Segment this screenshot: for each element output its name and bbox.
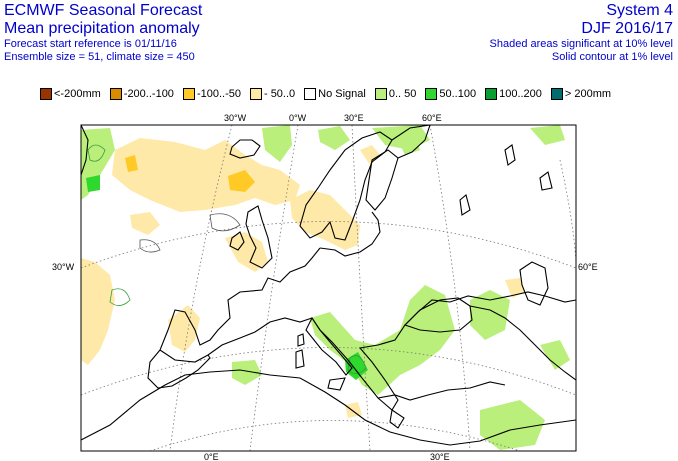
axis-labels: 30°W 0°W 30°E 60°E 30°W 60°E 0°E 30°E — [52, 113, 598, 461]
coastlines — [81, 125, 576, 446]
graticule-lines — [81, 125, 576, 451]
legend-item: -200..-100 — [109, 88, 174, 100]
lon-label-60e: 60°E — [422, 113, 442, 123]
legend-item: 100..200 — [485, 88, 542, 100]
header-left: ECMWF Seasonal Forecast Mean precipitati… — [4, 2, 202, 64]
legend-label: -200..-100 — [123, 88, 174, 100]
legend-label: No Signal — [318, 88, 366, 100]
color-legend: <-200mm -200..-100 -100..-50 - 50..0 No … — [40, 87, 620, 101]
start-reference: Forecast start reference is 01/11/16 — [4, 38, 177, 50]
one-percent-contours — [139, 213, 241, 253]
legend-item: -100..-50 — [182, 88, 241, 100]
legend-label: -100..-50 — [196, 88, 241, 100]
moderate-dry-areas — [125, 155, 255, 192]
map-content — [81, 125, 576, 451]
legend-swatch — [40, 88, 52, 100]
system-label: System 4 — [606, 2, 673, 19]
forecast-subtitle: Mean precipitation anomaly — [4, 20, 200, 37]
legend-swatch — [304, 88, 317, 100]
bottom-label-30e: 30°E — [430, 452, 450, 461]
lon-label-0: 0°W — [289, 113, 307, 123]
legend-label: 50..100 — [439, 88, 477, 100]
season-label: DJF 2016/17 — [581, 20, 673, 37]
significance-contours — [87, 144, 367, 374]
legend-item: - 50..0 — [249, 88, 296, 100]
legend-item: 0.. 50 — [374, 88, 417, 100]
contour-note: Solid contour at 1% level — [551, 51, 673, 63]
lat-label-right: 60°E — [578, 262, 598, 272]
dry-anomaly-areas — [81, 138, 525, 418]
legend-label: 0.. 50 — [388, 88, 417, 100]
forecast-title: ECMWF Seasonal Forecast — [4, 2, 203, 19]
legend-swatch — [374, 88, 387, 100]
legend-swatch — [550, 88, 563, 100]
strong-wet-areas — [86, 175, 368, 380]
legend-label: 100..200 — [499, 88, 542, 100]
legend-swatch — [109, 88, 122, 100]
legend-item: > 200mm — [550, 88, 612, 100]
legend-swatch — [182, 88, 195, 100]
legend-label: > 200mm — [564, 88, 612, 100]
lat-label-left: 30°W — [52, 262, 75, 272]
shaded-note: Shaded areas significant at 10% level — [489, 38, 673, 50]
legend-label: <-200mm — [54, 88, 101, 100]
lon-label-30w: 30°W — [224, 113, 247, 123]
legend-item: No Signal — [304, 88, 366, 100]
legend-swatch — [425, 88, 438, 100]
legend-item: 50..100 — [425, 88, 476, 100]
header-right: System 4 DJF 2016/17 Shaded areas signif… — [490, 2, 673, 64]
legend-swatch — [485, 88, 498, 100]
legend-swatch — [249, 88, 262, 100]
lon-label-30e: 30°E — [344, 113, 364, 123]
map-frame — [80, 124, 577, 452]
ensemble-size: Ensemble size = 51, climate size = 450 — [4, 51, 195, 63]
bottom-label-0: 0°E — [204, 452, 219, 461]
legend-item: <-200mm — [40, 88, 101, 100]
legend-label: - 50..0 — [263, 88, 296, 100]
